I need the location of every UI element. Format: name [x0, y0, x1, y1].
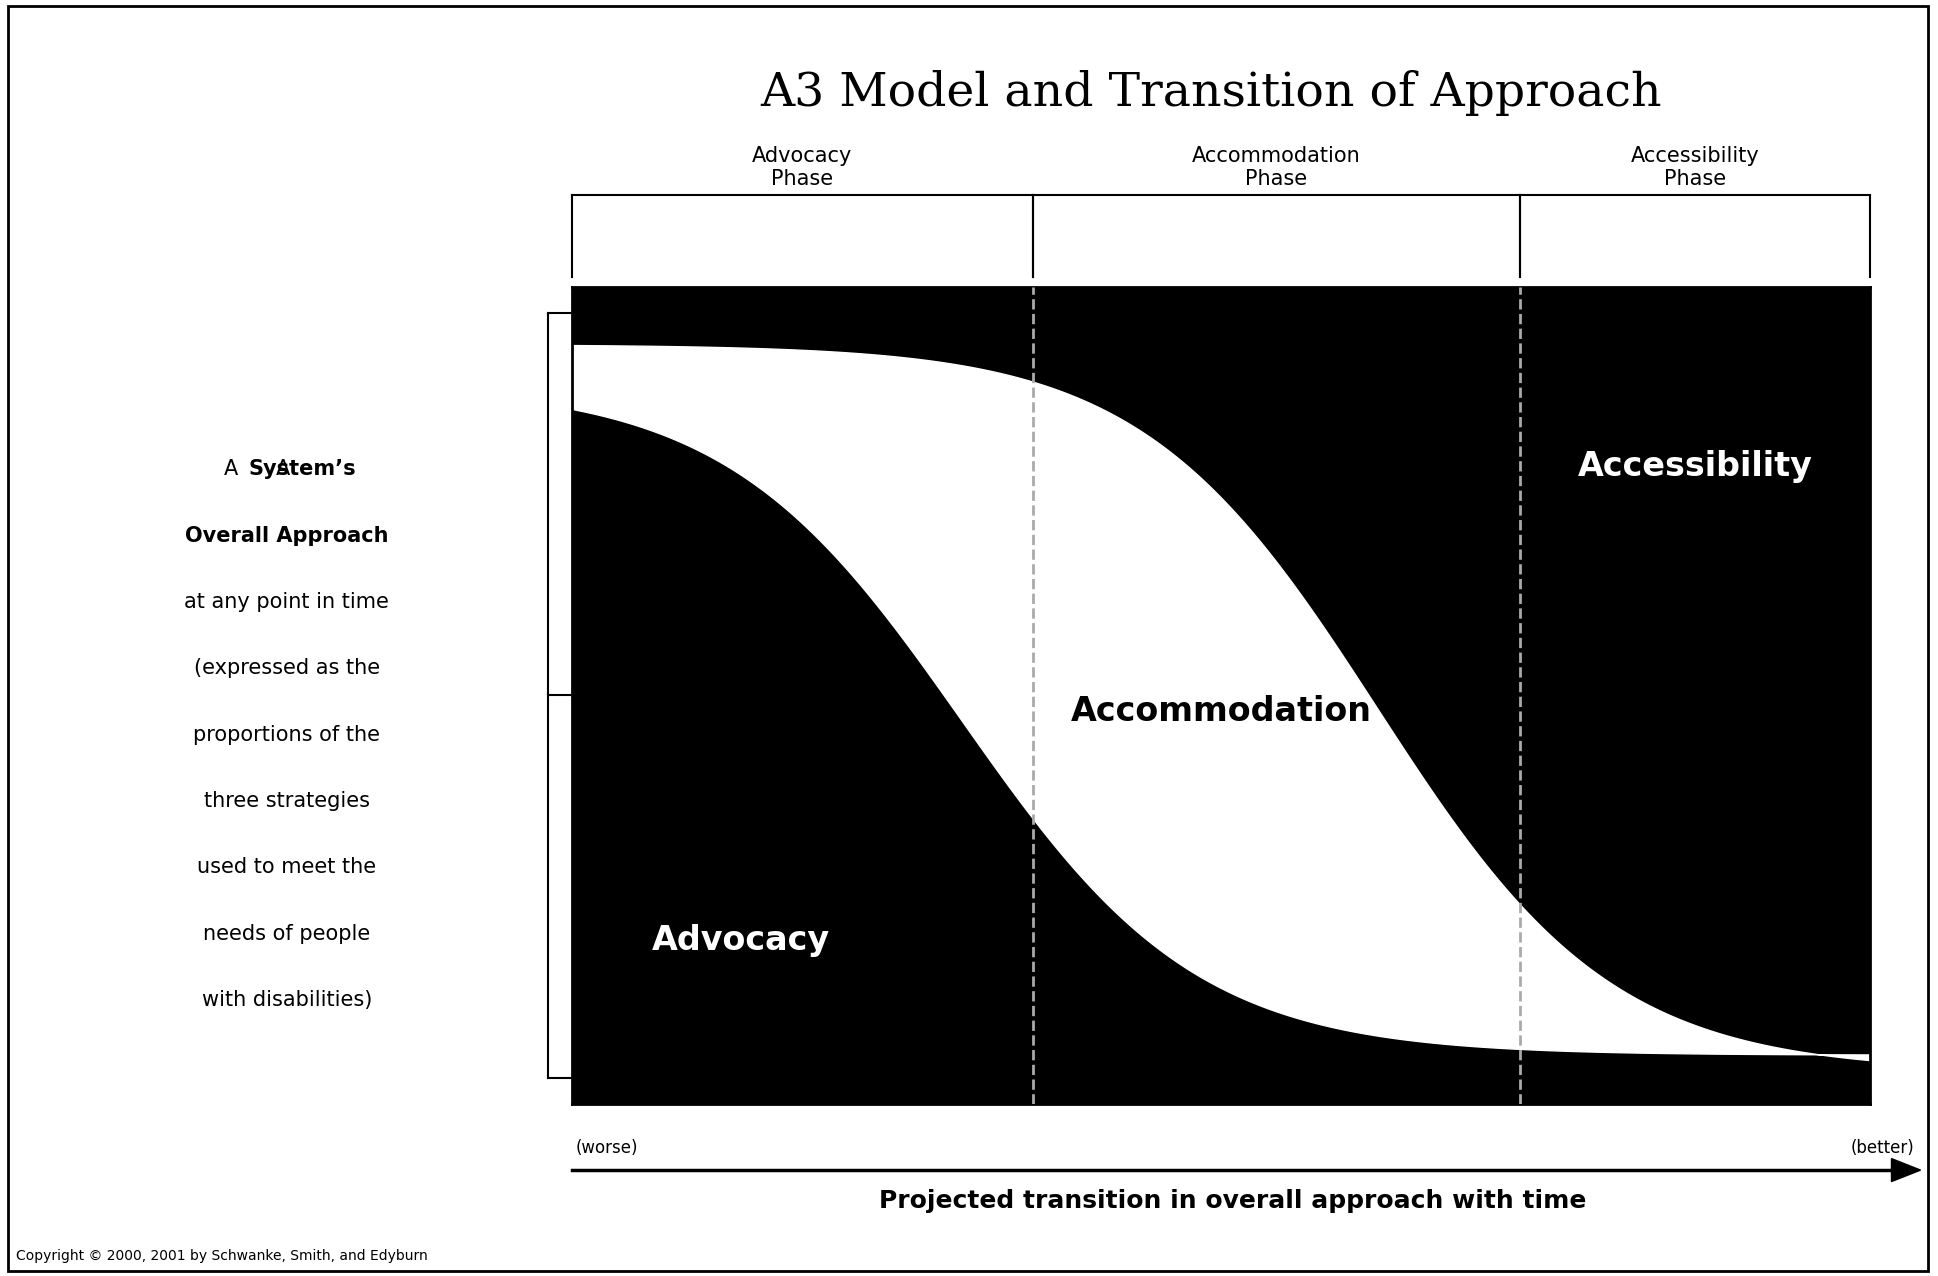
Text: Advocacy: Advocacy	[651, 924, 829, 957]
Text: at any point in time: at any point in time	[184, 592, 390, 612]
Text: (worse): (worse)	[576, 1139, 638, 1157]
Text: needs of people: needs of people	[203, 924, 370, 944]
Text: Overall Approach: Overall Approach	[184, 526, 390, 546]
Text: Accommodation
Phase: Accommodation Phase	[1192, 145, 1360, 189]
Text: with disabilities): with disabilities)	[202, 990, 372, 1011]
Text: used to meet the: used to meet the	[198, 857, 376, 878]
Text: A: A	[277, 459, 297, 480]
Text: proportions of the: proportions of the	[194, 725, 380, 745]
Text: A ‘System’s: A ‘System’s	[225, 459, 349, 480]
Text: A3 Model and Transition of Approach: A3 Model and Transition of Approach	[760, 70, 1663, 116]
Text: Accessibility
Phase: Accessibility Phase	[1630, 145, 1760, 189]
Text: (expressed as the: (expressed as the	[194, 658, 380, 679]
Text: Accommodation: Accommodation	[1070, 695, 1372, 729]
Text: Copyright © 2000, 2001 by Schwanke, Smith, and Edyburn: Copyright © 2000, 2001 by Schwanke, Smit…	[16, 1249, 426, 1263]
Text: Projected transition in overall approach with time: Projected transition in overall approach…	[878, 1189, 1587, 1213]
Text: System’s: System’s	[248, 459, 357, 480]
Text: Accessibility: Accessibility	[1578, 450, 1812, 484]
Text: three strategies: three strategies	[203, 791, 370, 812]
Text: Advocacy
Phase: Advocacy Phase	[752, 145, 853, 189]
Text: (better): (better)	[1851, 1139, 1915, 1157]
Text: A: A	[225, 459, 238, 480]
